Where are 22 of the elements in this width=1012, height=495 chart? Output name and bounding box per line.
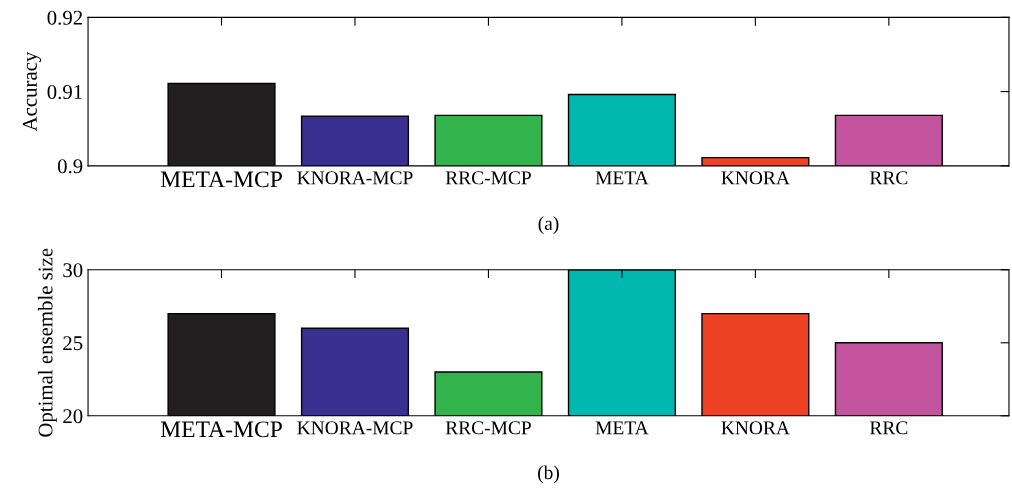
x-tick-label: META	[595, 421, 649, 435]
y-tick-label: 0.91	[47, 84, 82, 100]
x-tick-label: META-MCP	[160, 171, 282, 188]
text: (b)	[538, 465, 559, 484]
x-tick-label: KNORA	[721, 171, 790, 185]
x-tick-label: RRC	[869, 421, 908, 435]
x-tick-label: META	[595, 171, 649, 185]
x-tick-label: KNORA-MCP	[297, 421, 413, 435]
y-tick-label: 0.9	[57, 159, 83, 174]
y-tick-label: 20	[63, 409, 83, 424]
x-tick-label: RRC	[869, 171, 908, 185]
y-tick-label: 25	[63, 336, 83, 351]
x-tick-label: RRC-MCP	[445, 421, 531, 435]
x-tick-label: RRC-MCP	[445, 171, 531, 185]
x-tick-label: KNORA	[721, 421, 790, 435]
y-axis-title: Accuracy	[22, 51, 42, 132]
x-tick-label: KNORA-MCP	[297, 171, 413, 185]
y-tick-label: 0.92	[47, 10, 83, 25]
y-axis-title: Optimal ensemble size	[37, 248, 57, 437]
y-tick-label: 30	[63, 263, 83, 278]
text: (a)	[538, 216, 559, 234]
x-tick-label: META-MCP	[160, 421, 282, 438]
